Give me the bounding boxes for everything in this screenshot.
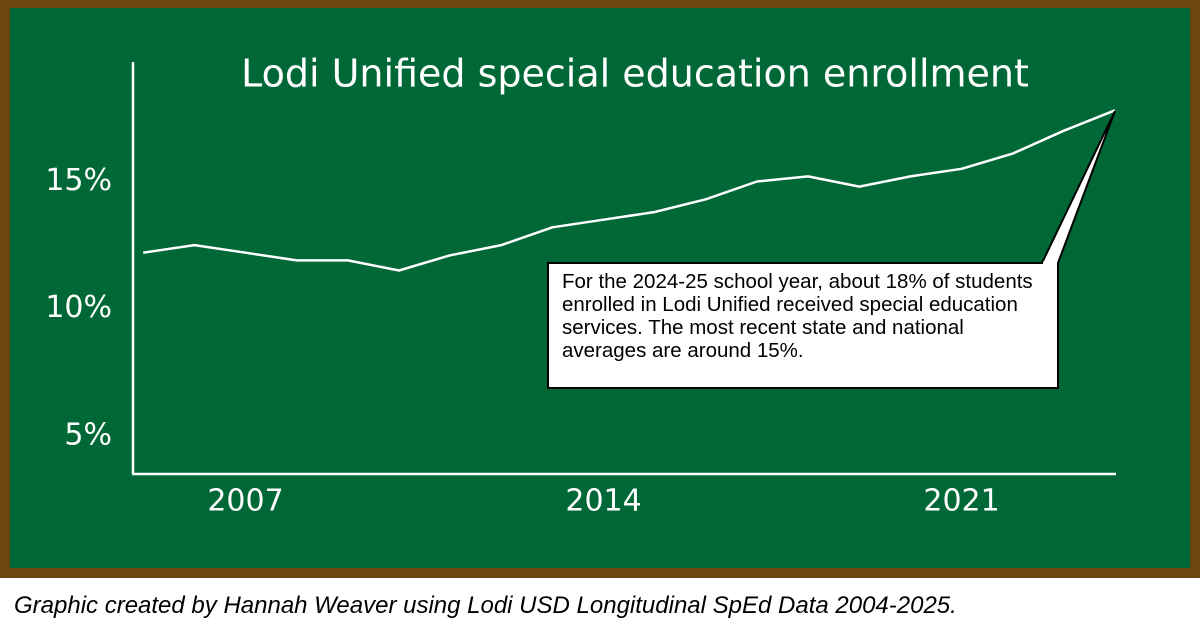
y-tick-label: 5% — [64, 417, 112, 452]
x-tick-label: 2021 — [923, 484, 999, 519]
x-tick-label: 2014 — [565, 484, 641, 519]
caption: Graphic created by Hannah Weaver using L… — [14, 592, 957, 619]
annotation: For the 2024-25 school year, about 18% o… — [562, 270, 1033, 362]
chart-title: Lodi Unified special education enrollmen… — [241, 52, 1029, 96]
x-tick-label: 2007 — [207, 484, 283, 519]
callout-box — [547, 262, 1059, 389]
plot-area: 5% 10% 15% 2007 2014 2021 — [45, 109, 1116, 519]
data-line — [143, 109, 1116, 272]
y-tick-label: 10% — [45, 290, 112, 325]
y-tick-label: 15% — [45, 163, 112, 198]
